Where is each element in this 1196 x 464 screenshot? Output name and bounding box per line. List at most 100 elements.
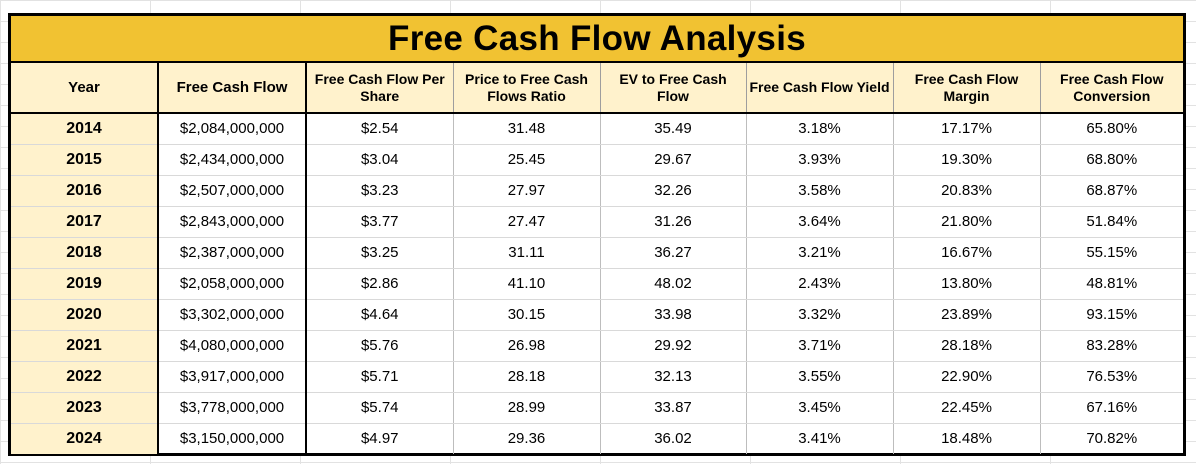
- price-to-fcf-cell[interactable]: 30.15: [453, 299, 601, 331]
- fcf-yield-cell[interactable]: 3.21%: [746, 237, 894, 269]
- fcf-yield-cell[interactable]: 2.43%: [746, 268, 894, 300]
- fcf-margin-cell[interactable]: 21.80%: [893, 206, 1041, 238]
- fcf-cell[interactable]: $3,150,000,000: [158, 423, 307, 454]
- fcf-per-share-cell[interactable]: $4.64: [306, 299, 454, 331]
- price-to-fcf-cell[interactable]: 28.99: [453, 392, 601, 424]
- fcf-conversion-cell[interactable]: 68.80%: [1040, 144, 1183, 176]
- ev-to-fcf-cell[interactable]: 33.87: [600, 392, 747, 424]
- fcf-per-share-cell[interactable]: $3.04: [306, 144, 454, 176]
- fcf-per-share-cell[interactable]: $4.97: [306, 423, 454, 454]
- ev-to-fcf-cell[interactable]: 33.98: [600, 299, 747, 331]
- year-cell[interactable]: 2015: [11, 144, 159, 176]
- ev-to-fcf-cell[interactable]: 36.27: [600, 237, 747, 269]
- fcf-conversion-cell[interactable]: 51.84%: [1040, 206, 1183, 238]
- fcf-margin-cell[interactable]: 17.17%: [893, 113, 1041, 145]
- fcf-cell[interactable]: $2,084,000,000: [158, 113, 307, 145]
- ev-to-fcf-cell[interactable]: 29.92: [600, 330, 747, 362]
- fcf-cell[interactable]: $3,302,000,000: [158, 299, 307, 331]
- price-to-fcf-cell[interactable]: 41.10: [453, 268, 601, 300]
- header-free-cash-flow[interactable]: Free Cash Flow: [158, 63, 307, 114]
- fcf-margin-cell[interactable]: 22.45%: [893, 392, 1041, 424]
- fcf-cell[interactable]: $3,778,000,000: [158, 392, 307, 424]
- year-cell[interactable]: 2023: [11, 392, 159, 424]
- ev-to-fcf-cell[interactable]: 35.49: [600, 113, 747, 145]
- fcf-margin-cell[interactable]: 13.80%: [893, 268, 1041, 300]
- fcf-per-share-cell[interactable]: $5.76: [306, 330, 454, 362]
- fcf-conversion-cell[interactable]: 93.15%: [1040, 299, 1183, 331]
- year-cell[interactable]: 2019: [11, 268, 159, 300]
- fcf-yield-cell[interactable]: 3.45%: [746, 392, 894, 424]
- fcf-per-share-cell[interactable]: $2.54: [306, 113, 454, 145]
- header-price-to-fcf-ratio[interactable]: Price to Free Cash Flows Ratio: [453, 63, 601, 114]
- fcf-conversion-cell[interactable]: 55.15%: [1040, 237, 1183, 269]
- fcf-margin-cell[interactable]: 20.83%: [893, 175, 1041, 207]
- fcf-yield-cell[interactable]: 3.64%: [746, 206, 894, 238]
- price-to-fcf-cell[interactable]: 31.11: [453, 237, 601, 269]
- fcf-conversion-cell[interactable]: 68.87%: [1040, 175, 1183, 207]
- ev-to-fcf-cell[interactable]: 32.13: [600, 361, 747, 393]
- fcf-yield-cell[interactable]: 3.18%: [746, 113, 894, 145]
- title-bar[interactable]: Free Cash Flow Analysis: [11, 16, 1183, 63]
- fcf-margin-cell[interactable]: 23.89%: [893, 299, 1041, 331]
- fcf-margin-cell[interactable]: 22.90%: [893, 361, 1041, 393]
- fcf-margin-cell[interactable]: 19.30%: [893, 144, 1041, 176]
- fcf-cell[interactable]: $2,387,000,000: [158, 237, 307, 269]
- table-title: Free Cash Flow Analysis: [388, 18, 806, 58]
- header-ev-to-fcf[interactable]: EV to Free Cash Flow: [600, 63, 747, 114]
- price-to-fcf-cell[interactable]: 28.18: [453, 361, 601, 393]
- year-cell[interactable]: 2020: [11, 299, 159, 331]
- fcf-conversion-cell[interactable]: 83.28%: [1040, 330, 1183, 362]
- fcf-yield-cell[interactable]: 3.41%: [746, 423, 894, 454]
- fcf-conversion-cell[interactable]: 67.16%: [1040, 392, 1183, 424]
- header-fcf-per-share[interactable]: Free Cash Flow Per Share: [306, 63, 454, 114]
- fcf-cell[interactable]: $3,917,000,000: [158, 361, 307, 393]
- year-cell[interactable]: 2016: [11, 175, 159, 207]
- table-row: 2020 $3,302,000,000 $4.64 30.15 33.98 3.32% 23…: [11, 299, 1183, 331]
- fcf-margin-cell[interactable]: 18.48%: [893, 423, 1041, 454]
- fcf-yield-cell[interactable]: 3.32%: [746, 299, 894, 331]
- fcf-margin-cell[interactable]: 28.18%: [893, 330, 1041, 362]
- fcf-per-share-cell[interactable]: $2.86: [306, 268, 454, 300]
- price-to-fcf-cell[interactable]: 29.36: [453, 423, 601, 454]
- year-cell[interactable]: 2021: [11, 330, 159, 362]
- fcf-cell[interactable]: $2,843,000,000: [158, 206, 307, 238]
- price-to-fcf-cell[interactable]: 25.45: [453, 144, 601, 176]
- fcf-yield-cell[interactable]: 3.58%: [746, 175, 894, 207]
- header-fcf-margin[interactable]: Free Cash Flow Margin: [893, 63, 1041, 114]
- year-cell[interactable]: 2018: [11, 237, 159, 269]
- fcf-per-share-cell[interactable]: $3.25: [306, 237, 454, 269]
- fcf-conversion-cell[interactable]: 48.81%: [1040, 268, 1183, 300]
- year-cell[interactable]: 2022: [11, 361, 159, 393]
- fcf-conversion-cell[interactable]: 65.80%: [1040, 113, 1183, 145]
- fcf-cell[interactable]: $4,080,000,000: [158, 330, 307, 362]
- fcf-yield-cell[interactable]: 3.71%: [746, 330, 894, 362]
- fcf-per-share-cell[interactable]: $5.71: [306, 361, 454, 393]
- fcf-per-share-cell[interactable]: $3.77: [306, 206, 454, 238]
- price-to-fcf-cell[interactable]: 27.47: [453, 206, 601, 238]
- year-cell[interactable]: 2014: [11, 113, 159, 145]
- fcf-yield-cell[interactable]: 3.93%: [746, 144, 894, 176]
- header-year[interactable]: Year: [11, 63, 159, 114]
- fcf-conversion-cell[interactable]: 76.53%: [1040, 361, 1183, 393]
- fcf-cell[interactable]: $2,434,000,000: [158, 144, 307, 176]
- ev-to-fcf-cell[interactable]: 32.26: [600, 175, 747, 207]
- fcf-yield-cell[interactable]: 3.55%: [746, 361, 894, 393]
- header-fcf-conversion[interactable]: Free Cash Flow Conversion: [1040, 63, 1183, 114]
- header-fcf-yield[interactable]: Free Cash Flow Yield: [746, 63, 894, 114]
- fcf-cell[interactable]: $2,507,000,000: [158, 175, 307, 207]
- fcf-cell[interactable]: $2,058,000,000: [158, 268, 307, 300]
- fcf-conversion-cell[interactable]: 70.82%: [1086, 430, 1138, 448]
- price-to-fcf-cell[interactable]: 27.97: [453, 175, 601, 207]
- ev-to-fcf-cell[interactable]: 48.02: [600, 268, 747, 300]
- year-cell[interactable]: 2024: [11, 423, 159, 454]
- ev-to-fcf-cell[interactable]: 31.26: [600, 206, 747, 238]
- fcf-per-share-cell[interactable]: $5.74: [306, 392, 454, 424]
- price-to-fcf-cell[interactable]: 26.98: [453, 330, 601, 362]
- ev-to-fcf-cell[interactable]: 29.67: [600, 144, 747, 176]
- fcf-per-share-cell[interactable]: $3.23: [306, 175, 454, 207]
- year-cell[interactable]: 2017: [11, 206, 159, 238]
- price-to-fcf-cell[interactable]: 31.48: [453, 113, 601, 145]
- ev-to-fcf-cell[interactable]: 36.02: [600, 423, 747, 454]
- fcf-margin-cell[interactable]: 16.67%: [893, 237, 1041, 269]
